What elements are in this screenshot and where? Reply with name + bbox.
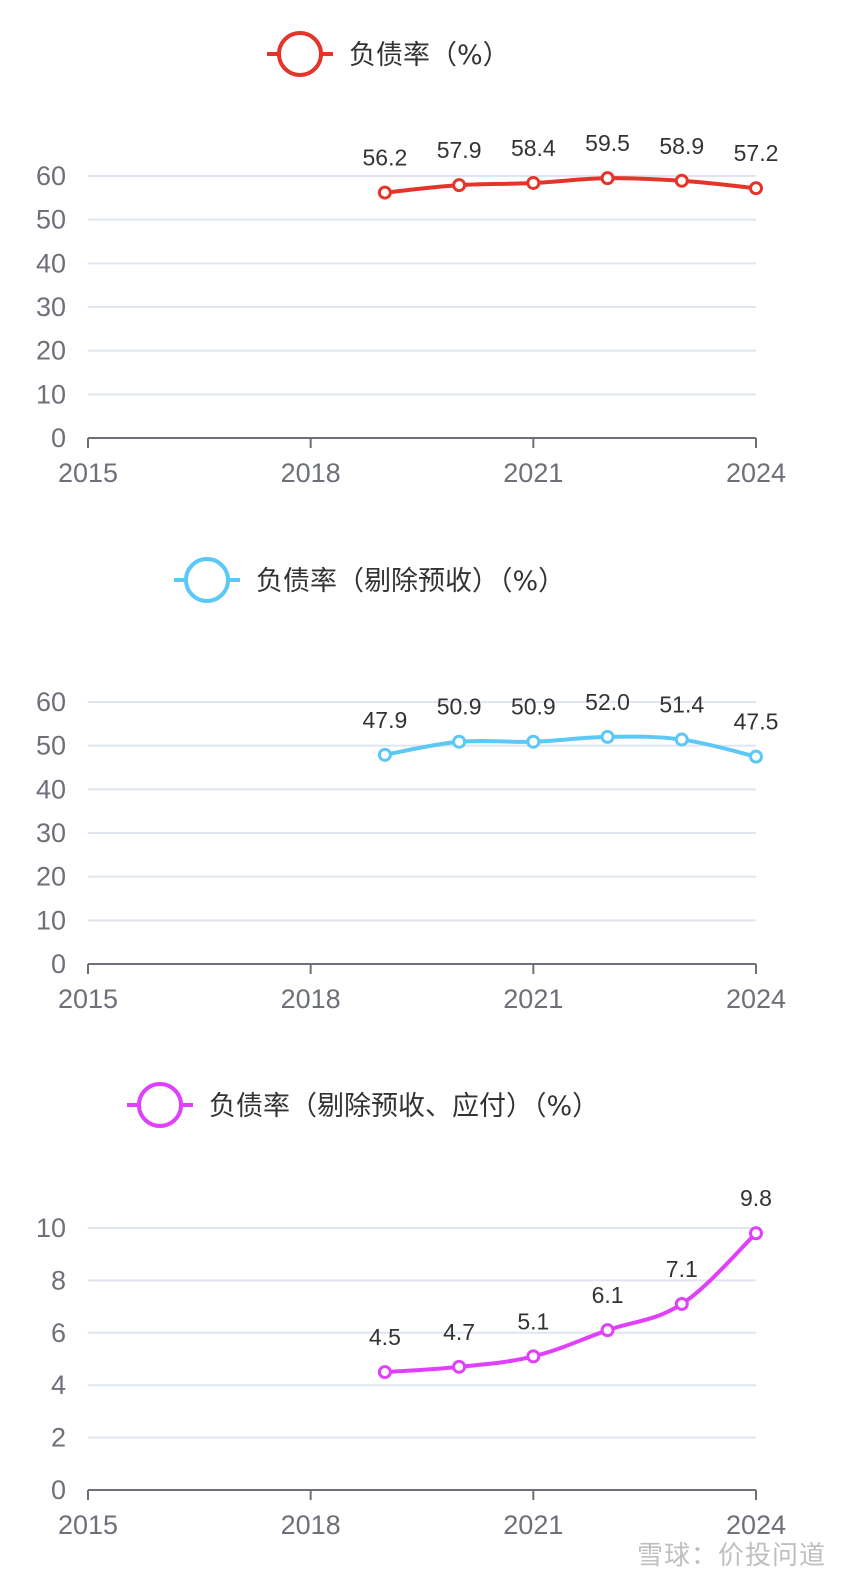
data-point (674, 1296, 689, 1311)
y-tick-label: 8 (51, 1265, 66, 1295)
x-tick-label: 2018 (281, 984, 341, 1014)
watermark: 雪球：价投问道 (636, 1541, 826, 1571)
x-tick-label: 2015 (58, 984, 118, 1014)
data-label: 57.2 (734, 140, 779, 166)
y-tick-label: 0 (51, 423, 66, 453)
y-tick-label: 10 (36, 1213, 66, 1243)
y-tick-label: 50 (36, 205, 66, 235)
x-tick-label: 2018 (281, 458, 341, 488)
data-label: 47.9 (363, 707, 408, 733)
data-point (674, 173, 689, 188)
x-tick-label: 2024 (726, 1510, 786, 1540)
data-point (600, 729, 615, 744)
series-line (384, 734, 757, 759)
y-tick-label: 40 (36, 248, 66, 278)
data-point (452, 734, 467, 749)
data-label: 51.4 (659, 692, 704, 718)
chart-panel-1: 负债率（%） 0 10 20 30 40 50 60 2015 2018 2021 2024 56.2 5… (36, 31, 786, 488)
y-tick-label: 60 (36, 687, 66, 717)
data-label: 50.9 (511, 694, 556, 720)
data-point (749, 1226, 763, 1241)
y-tick-label: 30 (36, 292, 66, 322)
legend-marker (277, 31, 323, 77)
legend-label: 负债率（剔除预收）（%） (256, 566, 565, 597)
y-tick-label: 30 (36, 818, 66, 848)
series-line (384, 1231, 758, 1375)
data-label: 4.5 (369, 1324, 401, 1350)
data-label: 58.9 (659, 133, 704, 159)
data-point (600, 171, 615, 186)
data-point (377, 185, 392, 200)
legend: 负债率（剔除预收、应付）（%） (127, 1082, 599, 1128)
data-label: 6.1 (592, 1282, 624, 1308)
y-tick-label: 20 (36, 862, 66, 892)
y-tick-label: 6 (51, 1318, 66, 1348)
series-line (384, 176, 757, 195)
data-label: 9.8 (740, 1185, 772, 1211)
y-tick-label: 0 (51, 1475, 66, 1505)
legend-marker (184, 557, 230, 603)
data-label: 52.0 (585, 689, 630, 715)
y-tick-label: 50 (36, 731, 66, 761)
y-tick-label: 0 (51, 949, 66, 979)
legend-label: 负债率（%） (349, 40, 510, 71)
data-point (749, 749, 763, 764)
data-point (526, 734, 541, 749)
y-tick-label: 4 (51, 1370, 66, 1400)
data-point (526, 175, 541, 190)
chart-panel-3: 负债率（剔除预收、应付）（%） 0 2 4 6 8 10 2015 2018 2021 2024 4.… (36, 1082, 786, 1540)
y-tick-label: 20 (36, 336, 66, 366)
data-point (452, 1359, 467, 1374)
data-label: 4.7 (443, 1319, 475, 1345)
y-tick-label: 60 (36, 161, 66, 191)
data-label: 5.1 (517, 1308, 549, 1334)
data-label: 50.9 (437, 694, 482, 720)
data-label: 56.2 (363, 145, 408, 171)
data-label: 57.9 (437, 137, 482, 163)
y-tick-label: 10 (36, 905, 66, 935)
legend-marker (137, 1082, 183, 1128)
data-point (749, 181, 763, 196)
x-tick-label: 2024 (726, 458, 786, 488)
data-point (600, 1323, 615, 1338)
legend: 负债率（剔除预收）（%） (174, 557, 565, 603)
data-label: 58.4 (511, 135, 556, 161)
data-point (452, 178, 467, 193)
y-tick-label: 10 (36, 379, 66, 409)
x-tick-label: 2024 (726, 984, 786, 1014)
legend-label: 负债率（剔除预收、应付）（%） (209, 1091, 599, 1122)
data-label: 59.5 (585, 130, 630, 156)
x-tick-label: 2015 (58, 1510, 118, 1540)
chart-panel-2: 负债率（剔除预收）（%） 0 10 20 30 40 50 60 2015 2018 2021 202… (36, 557, 786, 1014)
y-tick-label: 40 (36, 774, 66, 804)
x-tick-label: 2021 (503, 984, 563, 1014)
data-point (377, 1365, 392, 1380)
data-point (377, 747, 392, 762)
data-point (674, 732, 689, 747)
legend: 负债率（%） (267, 31, 510, 77)
x-tick-label: 2018 (281, 1510, 341, 1540)
data-label: 47.5 (734, 709, 779, 735)
x-tick-label: 2021 (503, 1510, 563, 1540)
data-label: 7.1 (666, 1256, 698, 1282)
data-point (526, 1349, 541, 1364)
y-tick-label: 2 (51, 1423, 66, 1453)
x-tick-label: 2021 (503, 458, 563, 488)
x-tick-label: 2015 (58, 458, 118, 488)
